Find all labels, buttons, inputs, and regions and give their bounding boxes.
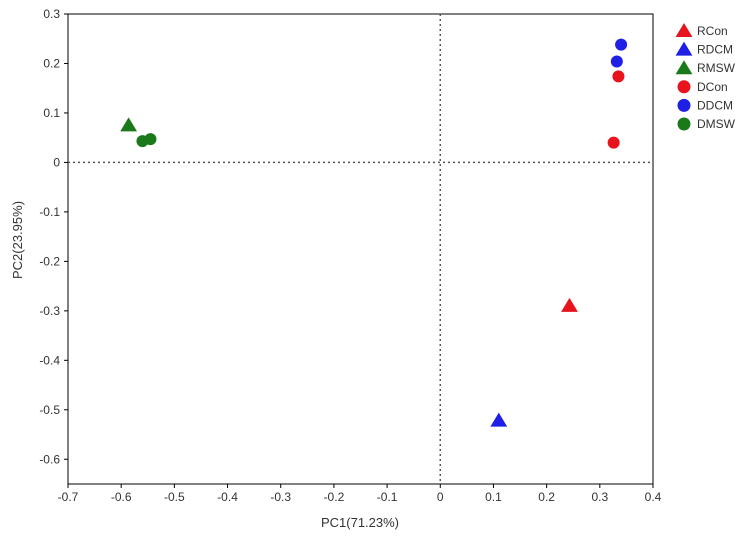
y-tick-label: 0.3 <box>43 7 60 21</box>
x-tick-label: -0.6 <box>111 490 132 504</box>
x-tick-label: -0.1 <box>377 490 398 504</box>
point-rdcm <box>490 412 508 427</box>
y-axis-ticks: 0.3 0.2 0.1 0 -0.1 -0.2 -0.3 -0.4 -0.5 -0.6 <box>39 7 68 466</box>
legend-marker-rcon <box>675 23 693 37</box>
legend-label-ddcm: DDCM <box>697 98 733 112</box>
x-tick-label: -0.5 <box>164 490 185 504</box>
y-tick-label: -0.5 <box>39 403 60 417</box>
legend-marker-rdcm <box>675 41 693 56</box>
x-tick-label: 0.3 <box>591 490 608 504</box>
legend-marker-dcon <box>677 80 691 94</box>
x-tick-label: 0.2 <box>538 490 555 504</box>
data-points <box>120 38 628 427</box>
y-tick-label: 0.1 <box>43 106 60 120</box>
legend-label-rdcm: RDCM <box>697 43 733 57</box>
y-tick-label: -0.1 <box>39 205 60 219</box>
y-axis-title: PC2(23.95%) <box>10 201 25 279</box>
x-tick-label: -0.2 <box>324 490 345 504</box>
y-tick-label: -0.4 <box>39 353 60 367</box>
legend-label-dmsw: DMSW <box>697 117 736 131</box>
point-dcon <box>612 70 625 83</box>
legend-marker-ddcm <box>677 98 691 112</box>
legend-marker-dmsw <box>677 117 691 131</box>
point-ddcm <box>610 55 623 68</box>
y-tick-label: 0 <box>53 155 60 169</box>
y-tick-label: -0.6 <box>39 452 60 466</box>
x-tick-label: -0.3 <box>270 490 291 504</box>
x-axis-title: PC1(71.23%) <box>321 515 399 530</box>
x-tick-label: 0 <box>437 490 444 504</box>
y-tick-label: -0.2 <box>39 254 60 268</box>
legend-label-rmsw: RMSW <box>697 61 736 75</box>
reference-lines <box>68 14 653 484</box>
y-tick-label: -0.3 <box>39 304 60 318</box>
plot-frame <box>67 13 654 485</box>
y-tick-label: 0.2 <box>43 56 60 70</box>
x-tick-label: 0.4 <box>645 490 662 504</box>
point-rmsw <box>120 117 138 132</box>
x-tick-label: -0.4 <box>217 490 238 504</box>
x-tick-label: -0.7 <box>58 490 79 504</box>
legend-label-dcon: DCon <box>697 80 728 94</box>
point-dcon <box>607 136 620 149</box>
point-rcon <box>561 297 578 312</box>
legend-marker-rmsw <box>675 60 693 75</box>
legend: RCon RDCM RMSW DCon DDCM DMSW <box>675 23 736 131</box>
point-dmsw <box>144 133 157 146</box>
point-ddcm <box>615 38 628 51</box>
x-tick-label: 0.1 <box>485 490 502 504</box>
legend-label-rcon: RCon <box>697 24 728 38</box>
x-axis-ticks: -0.7 -0.6 -0.5 -0.4 -0.3 -0.2 -0.1 0 0.1 0.2 0.3 0.… <box>58 484 662 504</box>
